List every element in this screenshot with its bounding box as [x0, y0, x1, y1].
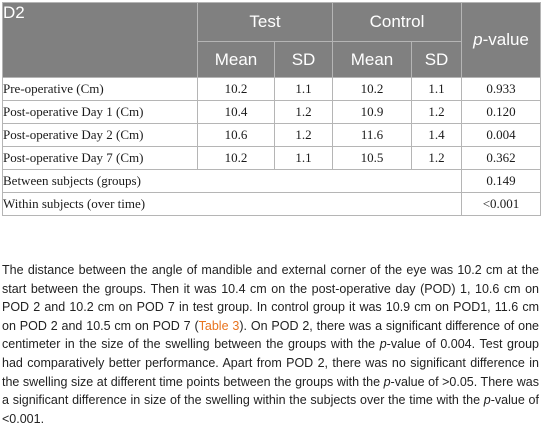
pvalue-cell: 0.149 [461, 169, 541, 193]
table-row: Between subjects (groups) 0.149 [2, 169, 541, 193]
control-sd-cell: 1.4 [411, 123, 462, 147]
test-mean-cell: 10.6 [197, 123, 275, 147]
table-reference-link[interactable]: Table 3 [198, 318, 240, 333]
control-mean-cell: 10.5 [332, 146, 412, 170]
subheader-control-mean: Mean [332, 41, 412, 78]
subheader-test-sd: SD [274, 41, 333, 78]
results-table: D2 Test Control p-value Mean SD Mean SD … [2, 2, 541, 216]
pvalue-cell: 0.933 [461, 77, 541, 101]
paragraph-text-2: ). On POD 2, there was a significant dif… [2, 318, 540, 352]
test-mean-cell: 10.2 [197, 146, 275, 170]
subheader-test-mean: Mean [197, 41, 275, 78]
pvalue-header-p: p [473, 30, 483, 49]
subheader-control-sd: SD [411, 41, 462, 78]
pvalue-cell: 0.004 [461, 123, 541, 147]
test-sd-cell: 1.2 [274, 123, 333, 147]
row-label: Post-operative Day 2 (Cm) [2, 123, 198, 147]
p-italic: p [483, 393, 491, 408]
table-row: Pre-operative (Cm) 10.2 1.1 10.2 1.1 0.9… [2, 77, 541, 101]
control-sd-cell: 1.1 [411, 77, 462, 101]
summary-label-between: Between subjects (groups) [2, 169, 462, 193]
p-italic: p [379, 337, 387, 352]
paragraph-text-1: The distance between the angle of mandib… [2, 263, 539, 333]
pvalue-cell: 0.120 [461, 100, 541, 124]
test-sd-cell: 1.2 [274, 100, 333, 124]
paragraph-text-4: -value of >0.05. There was a significant… [2, 374, 539, 408]
body-paragraph: The distance between the angle of mandib… [2, 261, 539, 428]
table-row: Post-operative Day 1 (Cm) 10.4 1.2 10.9 … [2, 100, 541, 124]
test-mean-cell: 10.2 [197, 77, 275, 101]
corner-label: D2 [2, 2, 198, 78]
p-italic: p [383, 374, 391, 389]
control-mean-cell: 11.6 [332, 123, 412, 147]
paragraph-text-5: -value of <0.001. [2, 393, 539, 426]
control-sd-cell: 1.2 [411, 146, 462, 170]
row-label: Pre-operative (Cm) [2, 77, 198, 101]
group-header-control: Control [332, 2, 462, 42]
summary-label-within: Within subjects (over time) [2, 192, 462, 216]
row-label: Post-operative Day 7 (Cm) [2, 146, 198, 170]
pvalue-header: p-value [461, 2, 541, 78]
test-sd-cell: 1.1 [274, 77, 333, 101]
control-sd-cell: 1.2 [411, 100, 462, 124]
table-row: Within subjects (over time) <0.001 [2, 192, 541, 216]
paragraph-text-3: -value of 0.004. Test group had comparat… [2, 337, 539, 389]
control-mean-cell: 10.2 [332, 77, 412, 101]
row-label: Post-operative Day 1 (Cm) [2, 100, 198, 124]
test-sd-cell: 1.1 [274, 146, 333, 170]
test-mean-cell: 10.4 [197, 100, 275, 124]
pvalue-header-suffix: -value [482, 30, 529, 49]
table-row: Post-operative Day 2 (Cm) 10.6 1.2 11.6 … [2, 123, 541, 147]
table-row: Post-operative Day 7 (Cm) 10.2 1.1 10.5 … [2, 146, 541, 170]
control-mean-cell: 10.9 [332, 100, 412, 124]
group-header-test: Test [197, 2, 333, 42]
pvalue-cell: <0.001 [461, 192, 541, 216]
pvalue-cell: 0.362 [461, 146, 541, 170]
